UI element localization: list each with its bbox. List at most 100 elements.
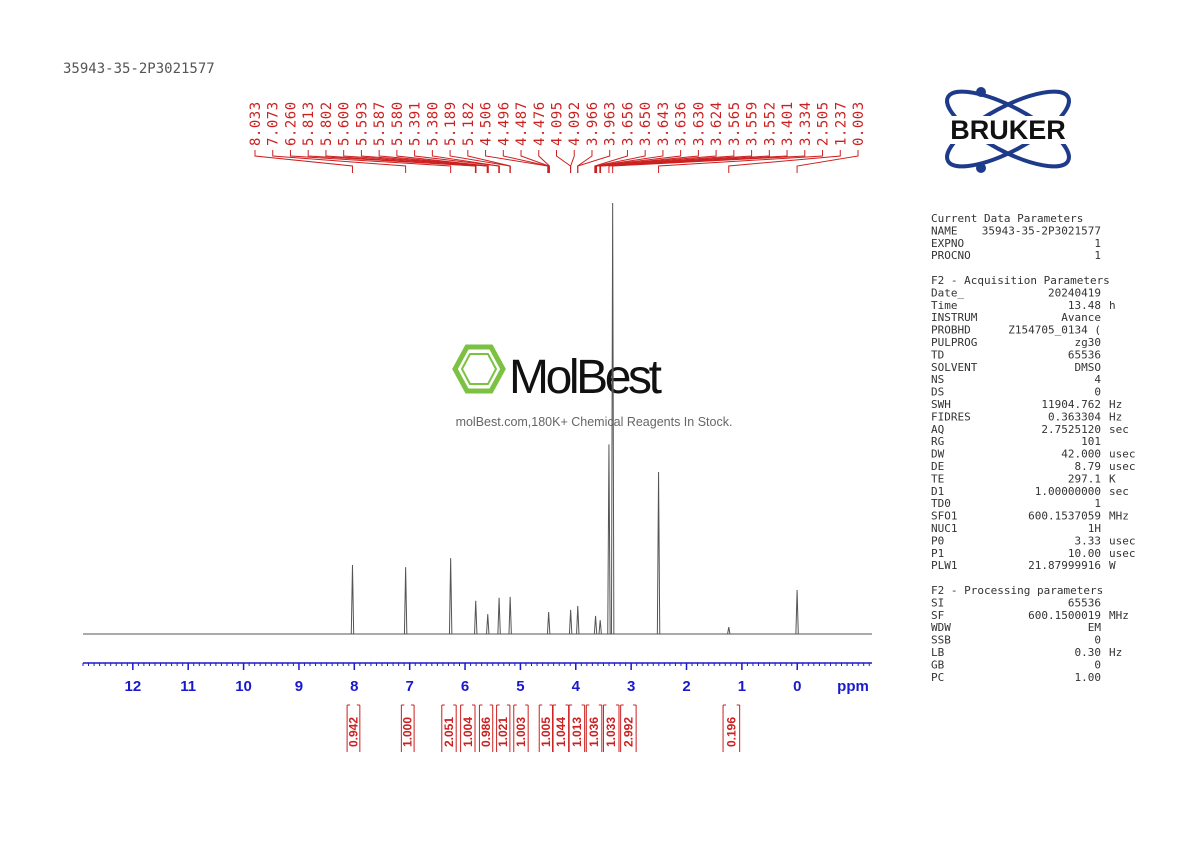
param-unit: Hz	[1109, 410, 1122, 423]
watermark: MolBest molBest.com,180K+ Chemical Reage…	[452, 344, 732, 429]
param-value: 1.00000000	[1035, 485, 1101, 498]
x-tick-label: 0	[793, 678, 801, 695]
param-value: 4	[1094, 373, 1101, 386]
peak-label-connector	[608, 150, 788, 173]
integral-label: 1.044	[554, 717, 568, 747]
x-tick-label: 6	[461, 678, 469, 695]
integral-bracket	[478, 704, 494, 752]
integral-bracket	[620, 704, 637, 752]
param-key: DE	[931, 460, 944, 473]
param-value: 0	[1094, 634, 1101, 647]
peak-label-connector	[596, 150, 717, 173]
peak	[656, 471, 661, 635]
param-key: SI	[931, 596, 944, 609]
param-key: SWH	[931, 398, 951, 411]
peak-label: 3.334	[798, 101, 814, 146]
peak	[448, 558, 453, 635]
param-key: PC	[931, 671, 944, 684]
param-value: 20240419	[1048, 286, 1101, 299]
x-tick-label: 4	[572, 678, 581, 695]
peak-label: 3.401	[780, 101, 796, 146]
param-value: 8.79	[1075, 460, 1102, 473]
integral-bracket	[441, 704, 457, 752]
integral-bracket	[538, 704, 554, 752]
x-tick-label: 10	[235, 678, 252, 695]
peak-label: 5.189	[443, 101, 459, 146]
param-value: DMSO	[1075, 361, 1102, 374]
peak-label-connector	[343, 150, 488, 173]
peak-label: 4.487	[514, 101, 530, 146]
x-tick-label: 7	[406, 678, 414, 695]
x-tick-label: 1	[738, 678, 746, 695]
peak-label: 8.033	[248, 101, 264, 146]
param-key: AQ	[931, 423, 944, 436]
peak-label-connector	[414, 150, 500, 173]
peak	[546, 611, 551, 635]
peak-label: 3.643	[656, 101, 672, 146]
param-unit: usec	[1109, 547, 1136, 560]
param-value: 1	[1094, 237, 1101, 250]
param-key: SOLVENT	[931, 361, 978, 374]
integral-label: 1.021	[496, 717, 510, 747]
integral-bracket	[552, 704, 570, 752]
param-value: 13.48	[1068, 299, 1101, 312]
integral-bracket	[568, 704, 586, 752]
param-value: 65536	[1068, 348, 1101, 361]
peak-label-connector	[254, 150, 353, 173]
peak	[350, 565, 355, 635]
peak-label-connector	[538, 150, 550, 173]
param-key: D1	[931, 485, 944, 498]
x-tick-label: 11	[180, 678, 196, 695]
param-key: Date_	[931, 286, 964, 299]
peak-label-connector	[431, 150, 500, 173]
peak-label: 3.636	[674, 101, 690, 146]
param-value: 11904.762	[1041, 398, 1101, 411]
section-title: F2 - Processing parameters	[931, 584, 1103, 597]
param-value: 0.30	[1075, 646, 1102, 659]
peak-label-connector	[520, 150, 550, 173]
param-unit: MHz	[1109, 510, 1129, 523]
param-value: 65536	[1068, 596, 1101, 609]
peak-label-connector	[467, 150, 511, 173]
peak	[610, 202, 615, 635]
peak-label: 5.182	[461, 101, 477, 146]
peak-label-connector	[325, 150, 477, 173]
param-unit: h	[1109, 299, 1116, 312]
param-value: 0.363304	[1048, 410, 1101, 423]
x-tick-label: 9	[295, 678, 303, 695]
param-key: PULPROG	[931, 336, 977, 349]
x-tick-label: 8	[350, 678, 358, 695]
peak-label: 3.630	[691, 101, 707, 146]
param-value: EM	[1088, 621, 1102, 634]
integral-label: 1.033	[604, 717, 618, 747]
peak-label-connector	[485, 150, 549, 173]
param-value: zg30	[1075, 336, 1102, 349]
peak-label: 4.496	[496, 101, 512, 146]
integral-bracket	[346, 704, 361, 752]
peak-label-connector	[272, 150, 407, 173]
integral-bracket	[513, 704, 529, 752]
integral-label: 1.005	[539, 717, 553, 747]
param-key: WDW	[931, 621, 951, 634]
peak-label: 5.593	[354, 101, 370, 146]
peak-label-connector	[658, 150, 824, 173]
integral-bracket	[400, 704, 415, 752]
peak-label: 0.003	[851, 101, 867, 146]
integral-label: 1.003	[514, 717, 528, 747]
peak	[727, 627, 731, 635]
param-key: P1	[931, 547, 944, 560]
peak	[593, 615, 598, 635]
param-key: SSB	[931, 634, 951, 647]
peak-label: 5.802	[319, 101, 335, 146]
param-key: DW	[931, 448, 945, 461]
x-tick-label: 2	[682, 678, 690, 695]
param-key: TD0	[931, 497, 951, 510]
param-value: Z154705_0134 (	[1008, 324, 1101, 337]
peak-label: 3.650	[638, 101, 654, 146]
param-key: NUC1	[931, 522, 958, 535]
section-title: Current Data Parameters	[931, 212, 1083, 225]
peak-label: 3.963	[603, 101, 619, 146]
param-key: Time	[931, 299, 958, 312]
param-value: 0	[1094, 386, 1101, 399]
